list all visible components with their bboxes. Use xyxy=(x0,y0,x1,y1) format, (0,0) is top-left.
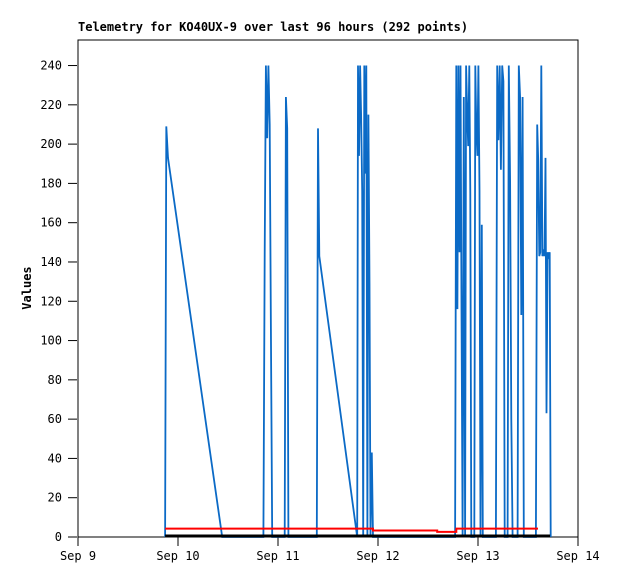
y-tick-label: 180 xyxy=(40,176,62,190)
y-tick-label: 160 xyxy=(40,216,62,230)
y-tick-label: 40 xyxy=(48,451,62,465)
y-tick-label: 200 xyxy=(40,137,62,151)
y-tick-label: 60 xyxy=(48,412,62,426)
x-axis-ticks: Sep 9 Sep 10 Sep 11 Sep 12 Sep 13 Sep 14 xyxy=(60,537,600,563)
y-tick-label: 240 xyxy=(40,59,62,73)
telemetry-values-red-line xyxy=(165,527,538,533)
x-tick-label: Sep 11 xyxy=(256,549,299,563)
y-tick-label: 120 xyxy=(40,294,62,308)
y-axis-label: Values xyxy=(20,266,34,309)
x-tick-label: Sep 13 xyxy=(456,549,499,563)
y-tick-label: 0 xyxy=(55,530,62,544)
y-tick-label: 140 xyxy=(40,255,62,269)
x-tick-label: Sep 12 xyxy=(356,549,399,563)
x-tick-label: Sep 9 xyxy=(60,549,96,563)
y-tick-label: 20 xyxy=(48,491,62,505)
y-axis-ticks: 0 20 40 60 80 100 120 140 160 180 200 220 240 xyxy=(40,59,77,544)
y-tick-label: 220 xyxy=(40,98,62,112)
x-tick-label: Sep 14 xyxy=(556,549,599,563)
telemetry-values-blue-line xyxy=(164,65,552,538)
chart-title: Telemetry for KO40UX-9 over last 96 hour… xyxy=(78,20,468,34)
y-tick-label: 80 xyxy=(48,373,62,387)
x-tick-label: Sep 10 xyxy=(156,549,199,563)
chart-series xyxy=(164,65,552,538)
y-tick-label: 100 xyxy=(40,334,62,348)
